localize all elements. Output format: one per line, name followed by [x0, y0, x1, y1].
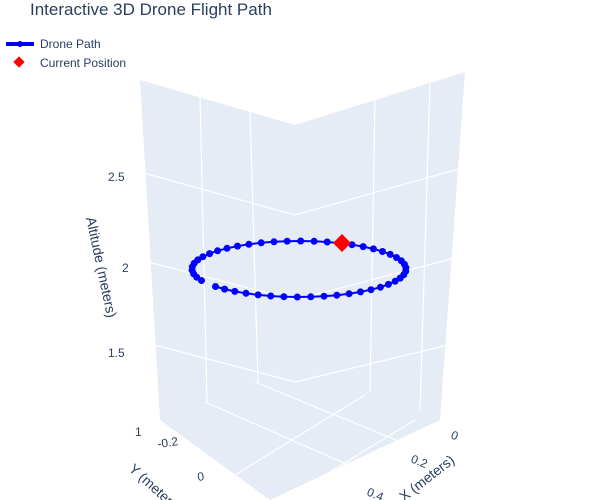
grid-line [234, 394, 366, 476]
tick-label: 0 [449, 428, 461, 444]
tick-label: -0.2 [156, 434, 179, 451]
drone-path-point[interactable] [376, 283, 384, 291]
drone-path-point[interactable] [293, 293, 301, 301]
drone-path-point[interactable] [214, 247, 222, 255]
drone-path-point[interactable] [280, 293, 288, 301]
wall-back-right [295, 72, 465, 420]
floor [160, 365, 440, 500]
drone-path-point[interactable] [297, 237, 305, 245]
drone-path-point[interactable] [369, 245, 377, 253]
drone-path-point[interactable] [254, 291, 262, 299]
grid-line [294, 167, 463, 216]
legend-item-current-position[interactable]: Current Position [13, 56, 126, 70]
tick-label: 0.2 [409, 452, 430, 471]
grid-line [249, 109, 259, 383]
scene[interactable]: 1.5 2 2.5 -0.2 0 0 0.2 0.4 1 Altitude (meters) Y… [83, 72, 465, 500]
grid-line [254, 381, 409, 446]
drone-path-point[interactable] [194, 256, 202, 264]
drone-path-point[interactable] [320, 292, 328, 300]
drone-path-point[interactable] [367, 286, 375, 294]
z-axis-title: Altitude (meters) [83, 215, 120, 319]
grid-line [419, 82, 431, 411]
drone-path-point[interactable] [357, 288, 364, 296]
grid-line [199, 95, 208, 403]
drone-path-point[interactable] [231, 287, 239, 295]
tick-label: 2 [122, 261, 129, 275]
tick-label: 1.5 [108, 346, 125, 360]
drone-path-point[interactable] [257, 239, 265, 247]
drone-path-point[interactable] [396, 274, 404, 282]
drone-path-point[interactable] [384, 280, 392, 288]
drone-path-point[interactable] [212, 283, 219, 290]
grid-line [294, 257, 456, 301]
drone-path-point[interactable] [223, 244, 231, 252]
drone-path-point[interactable] [245, 240, 253, 248]
drone-path-point[interactable] [345, 290, 353, 298]
drone-path-point[interactable] [386, 250, 394, 258]
drone-path-point[interactable] [307, 293, 315, 301]
current-position-series[interactable] [333, 234, 351, 252]
drone-path-series[interactable] [188, 237, 410, 301]
legend[interactable]: Drone Path Current Position [6, 37, 126, 70]
legend-item-drone-path[interactable]: Drone Path [6, 37, 101, 51]
grid-line [139, 171, 296, 216]
tick-label: 0.4 [365, 485, 386, 500]
grid-line [204, 401, 361, 471]
tick-label: 2.5 [108, 170, 125, 184]
drone-path-point[interactable] [283, 237, 291, 245]
drone-path-point[interactable] [221, 285, 229, 293]
drone-path-point[interactable] [242, 289, 250, 297]
drone-path-point[interactable] [206, 250, 214, 258]
chart-title: Interactive 3D Drone Flight Path [30, 0, 272, 19]
drone-path-point[interactable] [267, 292, 275, 300]
grid-line [154, 344, 296, 383]
drone-path-point[interactable] [199, 253, 207, 261]
current-position-marker[interactable] [333, 234, 351, 252]
y-axis-title: Y (meters) [126, 460, 185, 500]
drone-path-point[interactable] [323, 238, 331, 246]
tick-label: 1 [135, 425, 142, 439]
tick-label: 0 [196, 469, 205, 484]
drone-path-point[interactable] [234, 242, 241, 250]
legend-label-drone-path: Drone Path [40, 37, 101, 51]
grid-line [299, 419, 416, 491]
drone-path-point[interactable] [310, 237, 318, 245]
grid-line [294, 344, 449, 383]
tick-labels: 1.5 2 2.5 -0.2 0 0 0.2 0.4 1 [108, 170, 461, 500]
drone-path-point[interactable] [333, 291, 341, 299]
drone-path-point[interactable] [270, 238, 278, 246]
legend-label-current-position: Current Position [40, 56, 126, 70]
drone-path-point[interactable] [359, 243, 367, 251]
drone-path-point[interactable] [391, 277, 399, 285]
drone-path-point[interactable] [379, 248, 386, 255]
